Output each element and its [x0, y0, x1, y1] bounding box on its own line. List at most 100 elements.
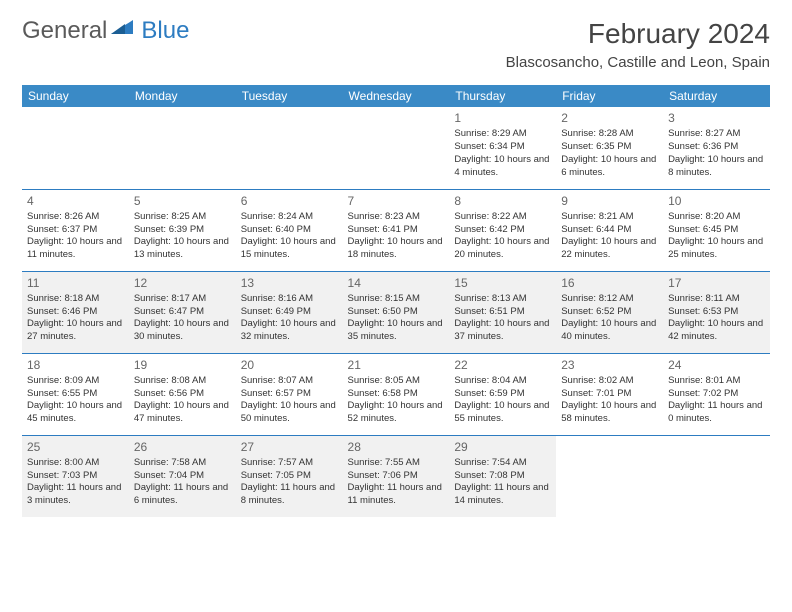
sunset-line: Sunset: 6:34 PM — [454, 141, 551, 154]
sunrise-line: Sunrise: 8:23 AM — [348, 211, 445, 224]
daylight-line: Daylight: 10 hours and 4 minutes. — [454, 154, 551, 180]
calendar-cell: 14Sunrise: 8:15 AMSunset: 6:50 PMDayligh… — [343, 271, 450, 353]
daylight-line: Daylight: 10 hours and 35 minutes. — [348, 318, 445, 344]
sunset-line: Sunset: 7:08 PM — [454, 470, 551, 483]
sunrise-line: Sunrise: 8:21 AM — [561, 211, 658, 224]
sunset-line: Sunset: 7:01 PM — [561, 388, 658, 401]
day-number: 17 — [668, 275, 765, 291]
sunset-line: Sunset: 7:04 PM — [134, 470, 231, 483]
calendar-cell — [22, 107, 129, 189]
calendar-cell: 4Sunrise: 8:26 AMSunset: 6:37 PMDaylight… — [22, 189, 129, 271]
sunrise-line: Sunrise: 8:13 AM — [454, 293, 551, 306]
sunrise-line: Sunrise: 8:29 AM — [454, 128, 551, 141]
day-number: 10 — [668, 193, 765, 209]
logo: General Blue — [22, 18, 189, 43]
sunrise-line: Sunrise: 8:12 AM — [561, 293, 658, 306]
daylight-line: Daylight: 11 hours and 3 minutes. — [27, 482, 124, 508]
day-number: 1 — [454, 110, 551, 126]
sunset-line: Sunset: 6:40 PM — [241, 224, 338, 237]
calendar-week: 25Sunrise: 8:00 AMSunset: 7:03 PMDayligh… — [22, 435, 770, 517]
sunrise-line: Sunrise: 7:57 AM — [241, 457, 338, 470]
day-number: 6 — [241, 193, 338, 209]
sunset-line: Sunset: 6:56 PM — [134, 388, 231, 401]
title-block: February 2024 Blascosancho, Castille and… — [506, 18, 770, 71]
logo-word2: Blue — [141, 19, 189, 43]
calendar-week: 18Sunrise: 8:09 AMSunset: 6:55 PMDayligh… — [22, 353, 770, 435]
day-number: 29 — [454, 439, 551, 455]
day-number: 24 — [668, 357, 765, 373]
calendar-cell: 22Sunrise: 8:04 AMSunset: 6:59 PMDayligh… — [449, 353, 556, 435]
calendar-table: Sunday Monday Tuesday Wednesday Thursday… — [22, 85, 770, 517]
calendar-cell: 2Sunrise: 8:28 AMSunset: 6:35 PMDaylight… — [556, 107, 663, 189]
daylight-line: Daylight: 10 hours and 40 minutes. — [561, 318, 658, 344]
sunrise-line: Sunrise: 8:02 AM — [561, 375, 658, 388]
sunset-line: Sunset: 6:41 PM — [348, 224, 445, 237]
daylight-line: Daylight: 10 hours and 42 minutes. — [668, 318, 765, 344]
day-number: 22 — [454, 357, 551, 373]
daylight-line: Daylight: 10 hours and 52 minutes. — [348, 400, 445, 426]
daylight-line: Daylight: 10 hours and 20 minutes. — [454, 236, 551, 262]
sunset-line: Sunset: 6:44 PM — [561, 224, 658, 237]
sunset-line: Sunset: 7:03 PM — [27, 470, 124, 483]
calendar-cell: 27Sunrise: 7:57 AMSunset: 7:05 PMDayligh… — [236, 435, 343, 517]
day-number: 11 — [27, 275, 124, 291]
calendar-cell: 28Sunrise: 7:55 AMSunset: 7:06 PMDayligh… — [343, 435, 450, 517]
sunrise-line: Sunrise: 8:01 AM — [668, 375, 765, 388]
sunrise-line: Sunrise: 8:09 AM — [27, 375, 124, 388]
calendar-cell: 13Sunrise: 8:16 AMSunset: 6:49 PMDayligh… — [236, 271, 343, 353]
sunrise-line: Sunrise: 8:25 AM — [134, 211, 231, 224]
sunset-line: Sunset: 6:49 PM — [241, 306, 338, 319]
calendar-cell: 7Sunrise: 8:23 AMSunset: 6:41 PMDaylight… — [343, 189, 450, 271]
sunset-line: Sunset: 6:47 PM — [134, 306, 231, 319]
calendar-cell: 16Sunrise: 8:12 AMSunset: 6:52 PMDayligh… — [556, 271, 663, 353]
calendar-cell: 20Sunrise: 8:07 AMSunset: 6:57 PMDayligh… — [236, 353, 343, 435]
sunrise-line: Sunrise: 8:15 AM — [348, 293, 445, 306]
day-number: 2 — [561, 110, 658, 126]
day-number: 3 — [668, 110, 765, 126]
day-number: 26 — [134, 439, 231, 455]
day-number: 8 — [454, 193, 551, 209]
daylight-line: Daylight: 10 hours and 18 minutes. — [348, 236, 445, 262]
calendar-cell: 25Sunrise: 8:00 AMSunset: 7:03 PMDayligh… — [22, 435, 129, 517]
daylight-line: Daylight: 10 hours and 8 minutes. — [668, 154, 765, 180]
daylight-line: Daylight: 10 hours and 13 minutes. — [134, 236, 231, 262]
calendar-week: 1Sunrise: 8:29 AMSunset: 6:34 PMDaylight… — [22, 107, 770, 189]
calendar-cell: 26Sunrise: 7:58 AMSunset: 7:04 PMDayligh… — [129, 435, 236, 517]
day-number: 19 — [134, 357, 231, 373]
sunset-line: Sunset: 6:58 PM — [348, 388, 445, 401]
calendar-cell: 8Sunrise: 8:22 AMSunset: 6:42 PMDaylight… — [449, 189, 556, 271]
sunset-line: Sunset: 6:46 PM — [27, 306, 124, 319]
calendar-cell: 12Sunrise: 8:17 AMSunset: 6:47 PMDayligh… — [129, 271, 236, 353]
calendar-cell — [663, 435, 770, 517]
day-header: Tuesday — [236, 85, 343, 107]
calendar-cell: 3Sunrise: 8:27 AMSunset: 6:36 PMDaylight… — [663, 107, 770, 189]
sunset-line: Sunset: 7:06 PM — [348, 470, 445, 483]
day-header: Monday — [129, 85, 236, 107]
logo-triangle-icon — [111, 18, 137, 43]
calendar-cell — [236, 107, 343, 189]
sunrise-line: Sunrise: 8:16 AM — [241, 293, 338, 306]
daylight-line: Daylight: 10 hours and 11 minutes. — [27, 236, 124, 262]
sunrise-line: Sunrise: 8:26 AM — [27, 211, 124, 224]
sunset-line: Sunset: 6:45 PM — [668, 224, 765, 237]
day-number: 14 — [348, 275, 445, 291]
sunset-line: Sunset: 6:37 PM — [27, 224, 124, 237]
daylight-line: Daylight: 10 hours and 25 minutes. — [668, 236, 765, 262]
calendar-cell: 10Sunrise: 8:20 AMSunset: 6:45 PMDayligh… — [663, 189, 770, 271]
sunrise-line: Sunrise: 8:05 AM — [348, 375, 445, 388]
day-number: 27 — [241, 439, 338, 455]
daylight-line: Daylight: 11 hours and 6 minutes. — [134, 482, 231, 508]
sunrise-line: Sunrise: 7:54 AM — [454, 457, 551, 470]
daylight-line: Daylight: 10 hours and 32 minutes. — [241, 318, 338, 344]
sunset-line: Sunset: 6:36 PM — [668, 141, 765, 154]
day-number: 12 — [134, 275, 231, 291]
day-number: 23 — [561, 357, 658, 373]
calendar-cell: 17Sunrise: 8:11 AMSunset: 6:53 PMDayligh… — [663, 271, 770, 353]
sunset-line: Sunset: 6:55 PM — [27, 388, 124, 401]
calendar-cell: 6Sunrise: 8:24 AMSunset: 6:40 PMDaylight… — [236, 189, 343, 271]
daylight-line: Daylight: 10 hours and 15 minutes. — [241, 236, 338, 262]
day-number: 25 — [27, 439, 124, 455]
day-number: 15 — [454, 275, 551, 291]
calendar-cell: 5Sunrise: 8:25 AMSunset: 6:39 PMDaylight… — [129, 189, 236, 271]
sunset-line: Sunset: 6:59 PM — [454, 388, 551, 401]
